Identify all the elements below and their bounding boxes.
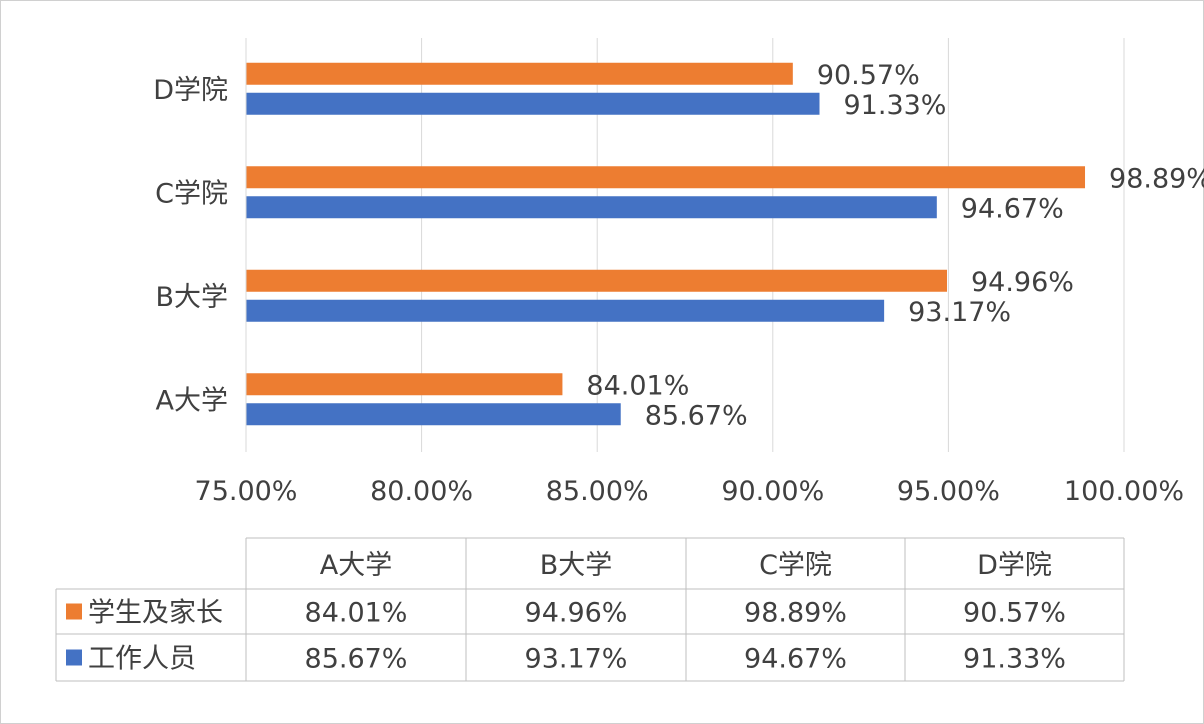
- table-cell: 85.67%: [305, 644, 408, 675]
- table-header: D学院: [977, 550, 1052, 581]
- bar-staff: [246, 299, 885, 322]
- data-label: 90.57%: [817, 60, 920, 91]
- table-cell: 91.33%: [963, 644, 1066, 675]
- x-tick-label: 90.00%: [721, 476, 824, 507]
- table-cell: 98.89%: [744, 598, 847, 629]
- x-tick-label: 75.00%: [195, 476, 298, 507]
- category-label: D学院: [153, 75, 228, 106]
- data-label: 98.89%: [1109, 163, 1204, 194]
- bar-staff: [246, 92, 820, 115]
- x-tick-label: 85.00%: [546, 476, 649, 507]
- data-label: 94.67%: [961, 193, 1064, 224]
- category-label: B大学: [155, 282, 228, 313]
- table-header: B大学: [540, 550, 613, 581]
- table-cell: 90.57%: [963, 598, 1066, 629]
- x-tick-label: 95.00%: [897, 476, 1000, 507]
- table-cell: 93.17%: [525, 644, 628, 675]
- category-label: A大学: [156, 385, 228, 416]
- bar-staff: [246, 403, 621, 426]
- table-cell: 84.01%: [305, 598, 408, 629]
- x-tick-label: 80.00%: [370, 476, 473, 507]
- legend-key: [66, 603, 82, 620]
- table-header: A大学: [320, 550, 392, 581]
- data-label: 84.01%: [586, 370, 689, 401]
- bar-staff: [246, 196, 937, 219]
- bar-students-parents: [246, 373, 563, 396]
- data-label: 94.96%: [971, 267, 1074, 298]
- bar-students-parents: [246, 62, 793, 85]
- category-label: C学院: [155, 178, 228, 209]
- table-series-label: 学生及家长: [88, 598, 223, 629]
- data-label: 93.17%: [908, 297, 1011, 328]
- bar-students-parents: [246, 166, 1086, 189]
- bar-students-parents: [246, 269, 947, 292]
- data-label: 91.33%: [844, 90, 947, 121]
- data-label: 85.67%: [645, 400, 748, 431]
- table-header: C学院: [759, 550, 832, 581]
- table-cell: 94.96%: [525, 598, 628, 629]
- table-series-label: 工作人员: [88, 644, 196, 675]
- table-cell: 94.67%: [744, 644, 847, 675]
- legend-key: [66, 649, 82, 666]
- x-tick-label: 100.00%: [1064, 476, 1184, 507]
